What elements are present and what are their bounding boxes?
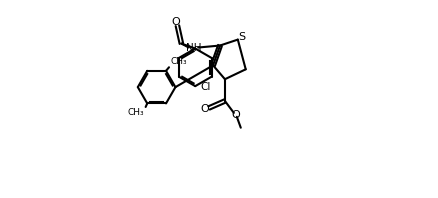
Text: O: O: [200, 105, 209, 114]
Text: O: O: [231, 110, 240, 120]
Text: Cl: Cl: [201, 82, 211, 92]
Text: CH₃: CH₃: [127, 108, 144, 117]
Text: CH₃: CH₃: [171, 57, 187, 66]
Text: S: S: [238, 32, 245, 42]
Text: O: O: [171, 17, 180, 27]
Text: NH: NH: [186, 43, 201, 52]
